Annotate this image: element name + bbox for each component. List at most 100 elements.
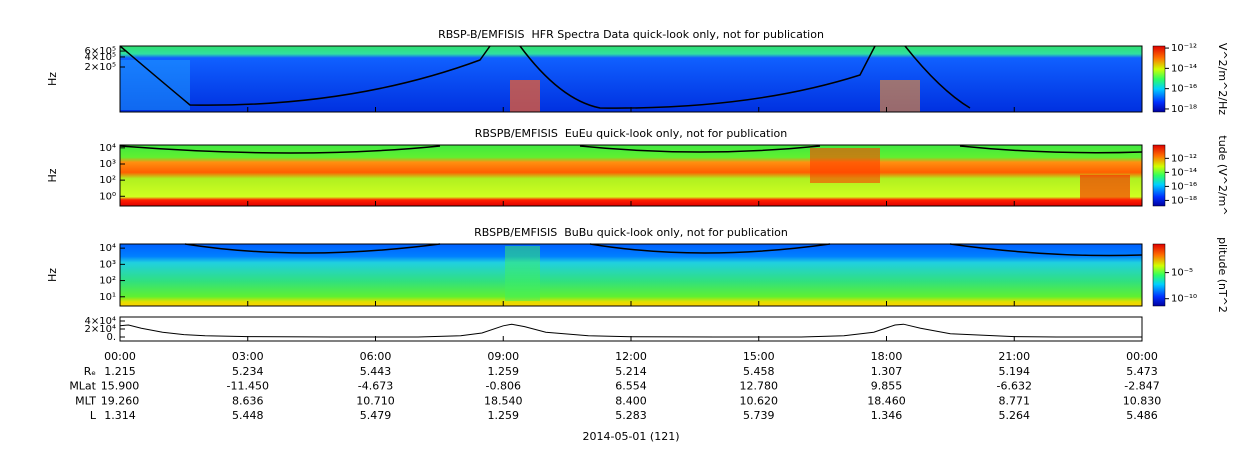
colorbar-label: tude (V^2/m^ xyxy=(1216,135,1229,215)
ephemeris-label: MLat xyxy=(69,380,96,393)
ephemeris-value: 8.400 xyxy=(615,394,647,407)
y-tick-label: 10³ xyxy=(99,259,116,270)
panel-fill xyxy=(120,145,1142,206)
y-tick-label: 10³ xyxy=(99,159,116,170)
ephemeris-value: 1.307 xyxy=(871,365,903,378)
cyclotron-line xyxy=(119,45,971,109)
ephemeris-value: -4.673 xyxy=(358,380,393,393)
panel-title: RBSPB/EMFISIS BuBu quick-look only, not … xyxy=(474,226,788,239)
x-tick-label: 00:00 xyxy=(1126,350,1158,363)
colorbar xyxy=(1152,45,1166,113)
feature xyxy=(510,80,540,112)
colorbar-tick-label: 10⁻¹² xyxy=(1171,43,1197,54)
colorbar-tick-label: 10⁻⁵ xyxy=(1171,268,1193,279)
colorbar-tick-label: 10⁻¹⁶ xyxy=(1171,181,1197,192)
ephemeris-value: 5.458 xyxy=(743,365,775,378)
x-tick-label: 18:00 xyxy=(871,350,903,363)
cyclotron-line xyxy=(119,145,1143,154)
ephemeris-value: 18.460 xyxy=(867,394,906,407)
ephemeris-value: 12.780 xyxy=(740,380,779,393)
ephemeris-value: 1.259 xyxy=(488,409,520,422)
feature xyxy=(120,60,190,110)
ephemeris-value: 10.830 xyxy=(1123,394,1162,407)
y-tick-label: 10² xyxy=(99,175,116,186)
spectrogram-fills xyxy=(119,45,1143,306)
data-line xyxy=(119,323,1142,338)
x-tick-label: 15:00 xyxy=(743,350,775,363)
ephemeris-value: 1.215 xyxy=(104,365,136,378)
ephemeris-value: 10.710 xyxy=(356,394,395,407)
ephemeris-value: -6.632 xyxy=(997,380,1032,393)
ephemeris-value: 18.540 xyxy=(484,394,523,407)
ephemeris-value: -2.847 xyxy=(1124,380,1159,393)
ephemeris-value: 5.264 xyxy=(999,409,1031,422)
x-tick-label: 00:00 xyxy=(104,350,136,363)
feature xyxy=(505,246,540,301)
panel-title: RBSPB/EMFISIS EuEu quick-look only, not … xyxy=(475,127,788,140)
ephemeris-value: -0.806 xyxy=(486,380,521,393)
x-tick-label: 12:00 xyxy=(615,350,647,363)
y-tick-label: 10² xyxy=(99,276,116,287)
colorbar xyxy=(1152,144,1166,207)
ephemeris-value: 5.283 xyxy=(615,409,647,422)
panel-fill xyxy=(120,46,1142,112)
y-tick-label: 0. xyxy=(106,332,116,343)
colorbar-tick-label: 10⁻¹⁸ xyxy=(1171,195,1197,206)
y-axis-label: Hz xyxy=(46,72,59,86)
colorbar-tick-label: 10⁻¹⁸ xyxy=(1171,104,1197,115)
y-tick-label: 6×10⁵ xyxy=(85,46,116,57)
panel-fill xyxy=(120,244,1142,306)
panel-title: RBSP-B/EMFISIS HFR Spectra Data quick-lo… xyxy=(438,28,824,41)
colorbar-tick-label: 10⁻¹⁴ xyxy=(1171,167,1197,178)
ephemeris-value: 5.443 xyxy=(360,365,392,378)
ephemeris-value: 5.473 xyxy=(1126,365,1158,378)
x-tick-label: 03:00 xyxy=(232,350,264,363)
y-tick-label: 10⁴ xyxy=(99,243,116,254)
ephemeris-value: 15.900 xyxy=(101,380,140,393)
y-tick-label: 2×10⁵ xyxy=(85,62,116,73)
colorbar-label: V^2/m^2/Hz xyxy=(1216,43,1229,115)
colorbar-tick-label: 10⁻¹⁰ xyxy=(1171,294,1197,305)
colorbar-tick-label: 10⁻¹⁶ xyxy=(1171,84,1197,95)
ephemeris-value: 19.260 xyxy=(101,394,140,407)
x-tick-label: 06:00 xyxy=(360,350,392,363)
y-tick-label: 4×10⁴ xyxy=(85,316,116,327)
feature xyxy=(1080,175,1130,200)
ephemeris-value: 5.234 xyxy=(232,365,264,378)
ephemeris-value: 1.346 xyxy=(871,409,903,422)
feature xyxy=(810,148,880,183)
x-tick-label: 21:00 xyxy=(998,350,1030,363)
ephemeris-value: 5.214 xyxy=(615,365,647,378)
x-axis-label: 2014-05-01 (121) xyxy=(582,430,679,443)
ephemeris-label: L xyxy=(90,409,97,422)
ephemeris-value: -11.450 xyxy=(227,380,269,393)
ephemeris-value: 5.448 xyxy=(232,409,264,422)
ephemeris-value: 5.486 xyxy=(1126,409,1158,422)
colorbar-tick-label: 10⁻¹² xyxy=(1171,153,1197,164)
y-tick-label: 10⁴ xyxy=(99,143,116,154)
colorbar-tick-label: 10⁻¹⁴ xyxy=(1171,63,1197,74)
cyclotron-line xyxy=(184,243,1143,257)
y-tick-label: 4×10⁵ xyxy=(85,52,116,63)
ephemeris-value: 6.554 xyxy=(615,380,647,393)
ephemeris-value: 1.314 xyxy=(104,409,136,422)
ephemeris-value: 1.259 xyxy=(488,365,520,378)
y-tick-label: 10⁰ xyxy=(99,191,116,202)
ephemeris-label: MLT xyxy=(75,394,96,407)
ephemeris-value: 10.620 xyxy=(740,394,779,407)
ephemeris-value: 9.855 xyxy=(871,380,903,393)
ephemeris-value: 8.771 xyxy=(999,394,1031,407)
y-axis-label: Hz xyxy=(46,268,59,282)
colorbar-label: plitude (nT^2 xyxy=(1216,237,1229,313)
ephemeris-value: 5.739 xyxy=(743,409,775,422)
y-axis-label: Hz xyxy=(46,168,59,182)
x-tick-label: 09:00 xyxy=(487,350,519,363)
y-tick-label: 2×10⁴ xyxy=(85,324,116,335)
ephemeris-value: 8.636 xyxy=(232,394,264,407)
ephemeris-value: 5.194 xyxy=(999,365,1031,378)
feature xyxy=(880,80,920,112)
ephemeris-label: Rₑ xyxy=(84,365,96,378)
y-tick-label: 10¹ xyxy=(99,292,116,303)
ephemeris-value: 5.479 xyxy=(360,409,392,422)
